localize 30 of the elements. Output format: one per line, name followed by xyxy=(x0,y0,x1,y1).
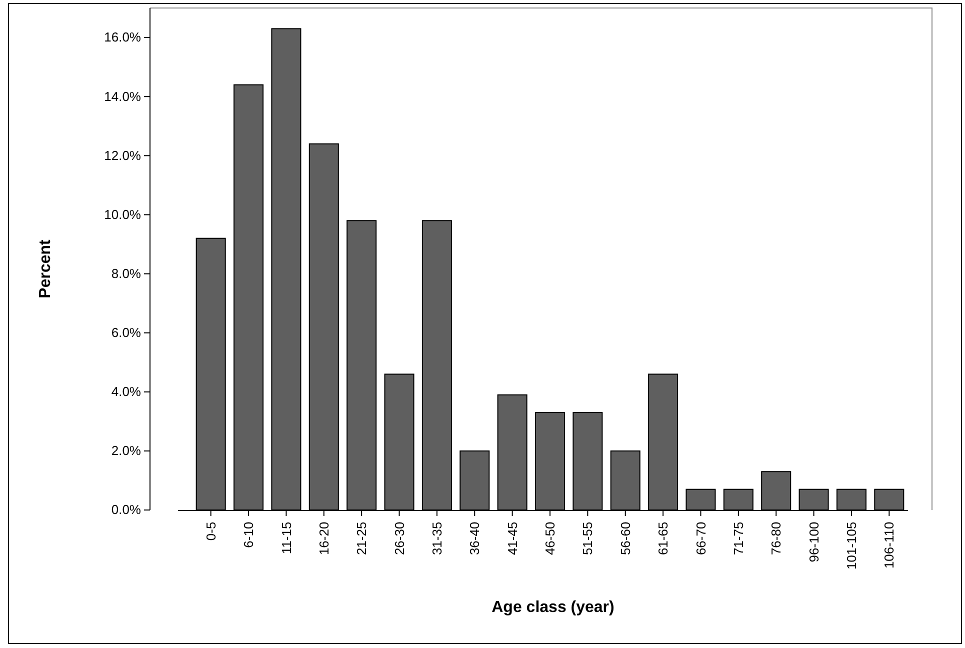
x-tick-label: 61-65 xyxy=(656,522,671,556)
x-tick-label: 36-40 xyxy=(467,522,482,556)
y-tick-label: 2.0% xyxy=(111,443,142,458)
x-axis-title: Age class (year) xyxy=(492,599,614,616)
y-tick-label: 14.0% xyxy=(104,88,142,104)
x-tick-label: 16-20 xyxy=(316,522,332,556)
x-tick-label: 31-35 xyxy=(429,522,444,556)
y-tick-label: 8.0% xyxy=(111,266,142,281)
x-tick-label: 101-105 xyxy=(844,522,860,570)
x-tick-label: 66-70 xyxy=(693,522,708,556)
y-tick-label: 4.0% xyxy=(111,384,142,400)
x-tick-label: 106-110 xyxy=(882,522,897,569)
y-tick-label: 6.0% xyxy=(111,324,142,340)
y-tick-label: 10.0% xyxy=(104,206,142,222)
y-axis-title: Percent xyxy=(37,238,54,298)
y-tick-label: 0.0% xyxy=(111,502,142,518)
x-tick-label: 71-75 xyxy=(730,522,746,556)
x-tick-label: 11-15 xyxy=(278,522,294,554)
x-tick-label: 46-50 xyxy=(542,522,558,556)
x-tick-label: 96-100 xyxy=(806,522,822,562)
x-tick-label: 56-60 xyxy=(618,522,633,556)
y-tick-label: 16.0% xyxy=(104,30,142,45)
x-tick-label: 0-5 xyxy=(203,522,218,541)
x-tick-label: 26-30 xyxy=(392,522,407,556)
x-tick-label: 51-55 xyxy=(580,522,596,556)
x-tick-label: 41-45 xyxy=(504,522,520,556)
x-tick-label: 76-80 xyxy=(768,522,784,556)
x-tick-label: 21-25 xyxy=(354,522,370,556)
x-tick-label: 6-10 xyxy=(241,522,256,548)
y-tick-label: 12.0% xyxy=(104,148,142,163)
